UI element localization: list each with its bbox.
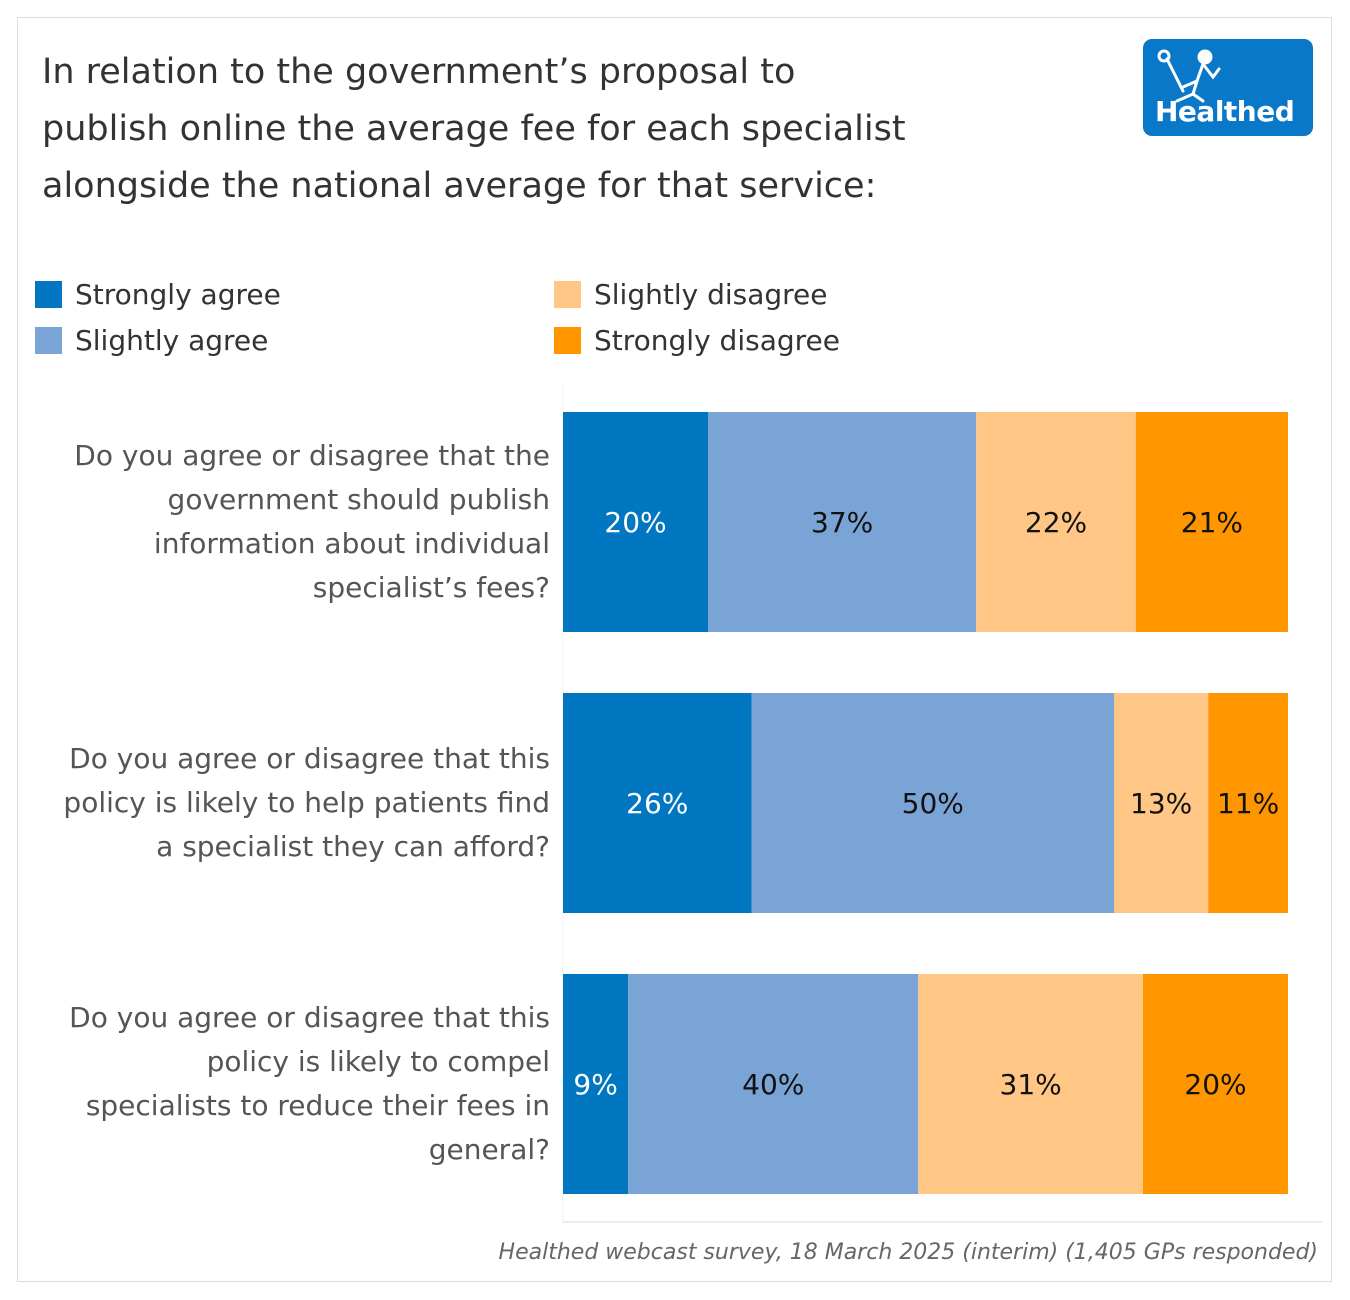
category-label-line: Do you agree or disagree that this — [69, 1001, 550, 1034]
title-line: alongside the national average for that … — [42, 166, 877, 206]
chart-title: In relation to the government’s proposal… — [42, 44, 1022, 215]
category-label: Do you agree or disagree that the governm… — [74, 434, 550, 610]
bar-value-label: 20% — [1184, 1068, 1246, 1101]
bar-value-label: 37% — [811, 506, 873, 539]
hermes-runner-icon — [1157, 49, 1221, 103]
bar-segment — [918, 974, 1143, 1194]
category-label-line: specialists to reduce their fees in — [85, 1089, 550, 1122]
bar-value-label: 26% — [626, 787, 688, 820]
category-label-line: specialist’s fees? — [312, 571, 550, 604]
category-label-line: general? — [428, 1133, 550, 1166]
category-label-line: policy is likely to help patients find — [63, 786, 550, 819]
category-label: Do you agree or disagree that this policy… — [69, 996, 550, 1172]
legend-swatch — [35, 327, 62, 354]
legend-item-strongly-disagree: Strongly disagree — [554, 324, 840, 357]
logo-text: Healthed — [1155, 95, 1295, 128]
bar-value-label: 21% — [1181, 506, 1243, 539]
bar-value-label: 31% — [1000, 1068, 1062, 1101]
bar-value-label: 9% — [573, 1068, 617, 1101]
bar-segment — [1208, 693, 1288, 913]
source-footnote: Healthed webcast survey, 18 March 2025 (… — [498, 1240, 1318, 1265]
bar-value-label: 50% — [902, 787, 964, 820]
bar-segment — [1114, 693, 1209, 913]
title-line: In relation to the government’s proposal… — [42, 52, 796, 92]
bar-segment — [708, 412, 977, 632]
legend-label: Slightly disagree — [594, 278, 828, 311]
legend-label: Strongly agree — [75, 278, 281, 311]
bar-segment — [1143, 974, 1288, 1194]
bar-value-label: 20% — [604, 506, 666, 539]
category-label-line: Do you agree or disagree that the — [74, 439, 550, 472]
bar-value-label: 11% — [1217, 787, 1279, 820]
legend-item-strongly-agree: Strongly agree — [35, 278, 281, 311]
bar-value-label: 40% — [742, 1068, 804, 1101]
bar-value-label: 22% — [1025, 506, 1087, 539]
category-label-line: information about individual — [153, 527, 550, 560]
bar-segment — [1135, 412, 1288, 632]
legend: Strongly agree Slightly agree Slightly d… — [35, 278, 935, 368]
legend-swatch — [554, 281, 581, 308]
bar-value-label: 13% — [1130, 787, 1192, 820]
bar-segment — [628, 974, 919, 1194]
legend-swatch — [35, 281, 62, 308]
category-label-line: government should publish — [167, 483, 550, 516]
bar-segment — [563, 974, 629, 1194]
category-label-line: a specialist they can afford? — [156, 830, 550, 863]
legend-item-slightly-agree: Slightly agree — [35, 324, 268, 357]
healthed-logo: Healthed — [1143, 39, 1313, 136]
bar-segment — [563, 412, 708, 632]
legend-item-slightly-disagree: Slightly disagree — [554, 278, 828, 311]
legend-label: Slightly agree — [75, 324, 269, 357]
category-label-line: Do you agree or disagree that this — [69, 742, 550, 775]
title-line: publish online the average fee for each … — [42, 109, 906, 149]
bar-segment — [563, 693, 752, 913]
legend-label: Strongly disagree — [594, 324, 840, 357]
category-label-line: policy is likely to compel — [206, 1045, 550, 1078]
bar-segment — [976, 412, 1136, 632]
category-label: Do you agree or disagree that this policy… — [63, 737, 550, 869]
legend-swatch — [554, 327, 581, 354]
bar-segment — [751, 693, 1114, 913]
